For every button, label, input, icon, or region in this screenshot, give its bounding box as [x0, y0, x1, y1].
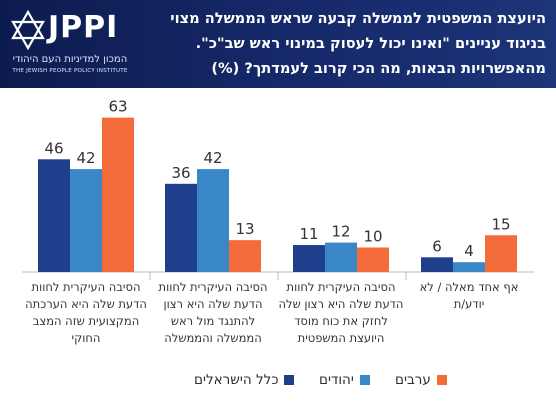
- bar: [38, 159, 70, 272]
- data-label: 46: [44, 139, 63, 157]
- bar: [102, 117, 134, 273]
- logo-subtitle-english: THE JEWISH PEOPLE POLICY INSTITUTE: [12, 68, 128, 74]
- bar: [70, 169, 102, 272]
- bar: [229, 240, 261, 272]
- data-label: 6: [432, 237, 442, 255]
- category-label: יודע/ת: [454, 297, 485, 311]
- question-line: היועצת המשפטית לממשלה קבעה שראש הממשלה מ…: [170, 10, 546, 27]
- question-line: מהאפשרויות הבאות, מה הכי קרוב לעמדתך? (%…: [211, 60, 546, 77]
- data-label: 12: [331, 223, 350, 241]
- category-label: הדעת שלה היא רצון: [163, 297, 262, 311]
- legend-swatch: [436, 375, 447, 385]
- bar: [165, 183, 197, 272]
- legend-item-all: כלל הישראלים: [194, 372, 295, 388]
- data-label: 42: [203, 149, 222, 167]
- data-label: 15: [491, 215, 510, 233]
- legend-label: כלל הישראלים: [194, 372, 279, 388]
- chart-legend: כלל הישראלים יהודים ערבים: [0, 372, 556, 396]
- bar: [421, 257, 453, 272]
- data-label: 4: [464, 242, 474, 260]
- survey-question: היועצת המשפטית לממשלה קבעה שראש הממשלה מ…: [141, 6, 546, 81]
- data-label: 10: [363, 228, 382, 246]
- category-label: היועצת המשפטית: [298, 331, 385, 345]
- jppi-logo: JPPI המכון למדיניות העם היהודי THE JEWIS…: [10, 8, 130, 80]
- category-label: המקצועית שזה המצב: [33, 314, 140, 328]
- bar: [293, 245, 325, 272]
- category-label: החוקי: [72, 331, 101, 345]
- header-banner: JPPI המכון למדיניות העם היהודי THE JEWIS…: [0, 0, 556, 88]
- legend-swatch: [359, 375, 370, 385]
- bar: [325, 242, 357, 272]
- category-label: הסיבה העיקרית לחוות: [287, 280, 396, 294]
- logo-subtitle-hebrew: המכון למדיניות העם היהודי: [12, 54, 128, 65]
- category-label: להתנגד מול ראש: [171, 314, 255, 328]
- legend-item-arabs: ערבים: [395, 372, 447, 388]
- data-label: 36: [171, 164, 190, 182]
- category-label: הדעת שלה היא רצון שלה: [279, 297, 404, 311]
- legend-swatch: [284, 375, 295, 385]
- data-label: 11: [299, 225, 318, 243]
- legend-item-jews: יהודים: [319, 372, 370, 388]
- legend-label: ערבים: [395, 372, 431, 388]
- bar: [197, 169, 229, 272]
- bar: [357, 247, 389, 272]
- category-label: אף אחד מאלה / לא: [420, 280, 519, 294]
- category-label: הממשלה והממשלה: [164, 331, 261, 345]
- category-label: הדעת שלה היא הערכתה: [25, 297, 147, 311]
- category-label: לחזק את כוח מוסד: [294, 314, 388, 328]
- data-label: 42: [76, 149, 95, 167]
- category-label: הסיבה העיקרית לחוות: [32, 280, 141, 294]
- bar: [453, 262, 485, 272]
- question-line: בניגוד עניינים "ואינו יכול לעסוק במינוי …: [195, 35, 546, 52]
- data-label: 13: [235, 220, 254, 238]
- legend-label: יהודים: [319, 372, 354, 388]
- category-label: הסיבה העיקרית לחוות: [159, 280, 268, 294]
- data-label: 63: [108, 98, 127, 116]
- logo-wordmark: JPPI: [48, 10, 119, 45]
- star-of-david-icon: [11, 10, 45, 50]
- bar: [485, 235, 517, 272]
